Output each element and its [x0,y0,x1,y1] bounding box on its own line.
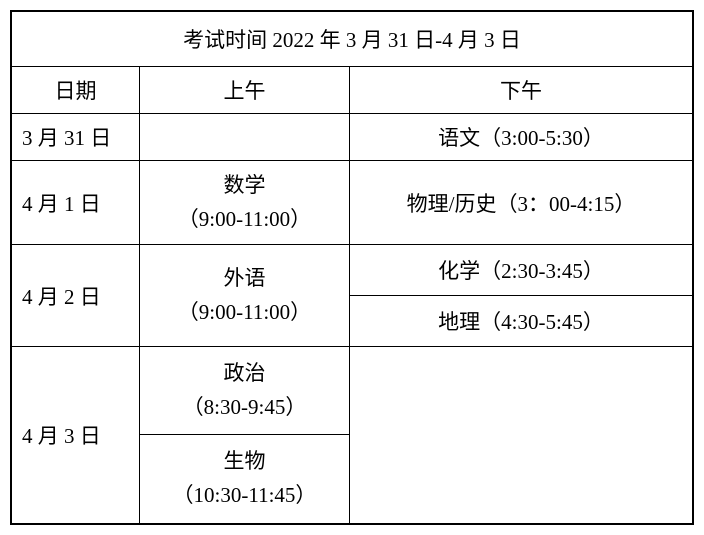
header-morning: 上午 [140,67,350,113]
subject-name: 政治 [224,357,266,391]
afternoon-cell: 语文（3:00-5:30） [350,114,692,160]
table-row: 4 月 2 日 外语 （9:00-11:00） 化学（2:30-3:45） 地理… [12,245,692,347]
subject-time: （9:00-11:00） [178,296,311,330]
subject-name: 数学 [224,169,266,203]
afternoon-cell [350,347,692,522]
afternoon-subject-1: 化学（2:30-3:45） [350,245,692,296]
subject-time: （10:30-11:45） [173,479,317,513]
date-cell: 4 月 3 日 [12,347,140,522]
column-header-row: 日期 上午 下午 [12,67,692,114]
table-title-row: 考试时间 2022 年 3 月 31 日-4 月 3 日 [12,12,692,67]
table-row: 3 月 31 日 语文（3:00-5:30） [12,114,692,161]
subject-name: 外语 [224,262,266,296]
date-cell: 4 月 1 日 [12,161,140,244]
subject-time: （9:00-11:00） [178,203,311,237]
header-date: 日期 [12,67,140,113]
afternoon-cell: 物理/历史（3：00-4:15） [350,161,692,244]
morning-subject-1: 政治 （8:30-9:45） [140,347,349,435]
table-title: 考试时间 2022 年 3 月 31 日-4 月 3 日 [12,12,692,66]
subject-name: 生物 [224,445,266,479]
header-afternoon: 下午 [350,67,692,113]
afternoon-subject-2: 地理（4:30-5:45） [350,296,692,346]
subject-time: （8:30-9:45） [183,391,307,425]
date-cell: 4 月 2 日 [12,245,140,346]
afternoon-split-cell: 化学（2:30-3:45） 地理（4:30-5:45） [350,245,692,346]
morning-cell: 外语 （9:00-11:00） [140,245,350,346]
morning-split-cell: 政治 （8:30-9:45） 生物 （10:30-11:45） [140,347,350,522]
table-row: 4 月 3 日 政治 （8:30-9:45） 生物 （10:30-11:45） [12,347,692,522]
morning-cell [140,114,350,160]
morning-cell: 数学 （9:00-11:00） [140,161,350,244]
exam-schedule-table: 考试时间 2022 年 3 月 31 日-4 月 3 日 日期 上午 下午 3 … [10,10,694,525]
morning-subject-2: 生物 （10:30-11:45） [140,435,349,522]
date-cell: 3 月 31 日 [12,114,140,160]
table-row: 4 月 1 日 数学 （9:00-11:00） 物理/历史（3：00-4:15） [12,161,692,245]
